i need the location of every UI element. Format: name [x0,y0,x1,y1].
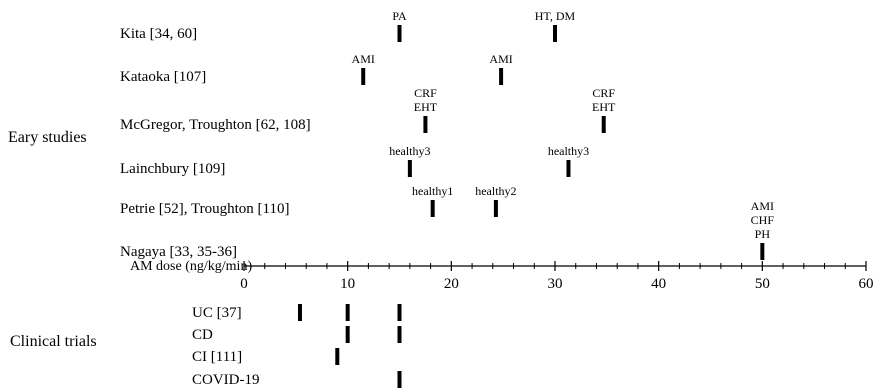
clinical-trial-row: UC [37] [192,304,402,321]
dose-annotation: EHT [592,100,616,114]
early-study-row: Petrie [52], Troughton [110] healthy1 heal… [120,184,517,217]
study-label: Kataoka [107] [120,69,206,85]
early-study-row: Kataoka [107] AMI AMI [120,52,513,85]
axis-tick-label: 60 [859,276,874,292]
clinical-trials-rows: UC [37] CD CI [111] COVID-19 [192,304,402,388]
dose-marker [423,116,428,133]
early-study-row: McGregor, Troughton [62, 108]CRFEHTCRFEH… [120,86,616,133]
dose-marker [361,68,366,85]
dose-marker [345,326,350,343]
early-studies-rows: Kita [34, 60] PA HT, DM Kataoka [107] AMI AMI… [120,9,774,260]
dose-marker [397,371,402,388]
dose-annotation: healthy3 [548,144,589,158]
axis-tick-label: 40 [651,276,666,292]
clinical-trial-row: CD [192,326,402,343]
axis-tick-label: 50 [755,276,770,292]
dose-annotation: AMI [489,52,512,66]
dose-marker [493,200,498,217]
trial-label: CD [192,327,213,343]
dose-annotation: EHT [414,100,438,114]
early-studies-group-label: Eary studies [8,129,87,146]
dose-annotation: AMI [751,199,774,213]
axis-tick-label: 20 [444,276,459,292]
dose-annotation: PH [755,227,771,241]
early-study-row: Lainchbury [109] healthy3 healthy3 [120,144,589,177]
axis-label: AM dose (ng/kg/min) [130,259,252,274]
study-label: Lainchbury [109] [120,161,225,177]
axis-ticks: 0 10 20 30 40 50 60 [240,261,874,292]
dose-annotation: CRF [592,86,615,100]
early-study-row: Kita [34, 60] PA HT, DM [120,9,576,42]
study-label: Nagaya [33, 35-36] [120,244,237,260]
dose-annotation: AMI [352,52,375,66]
clinical-trial-row: COVID-19 [192,371,402,388]
dose-annotation: CHF [751,213,775,227]
clinical-trials-group-label: Clinical trials [10,333,97,350]
trial-label: UC [37] [192,305,242,321]
trial-label: COVID-19 [192,372,260,388]
dose-annotation: HT, DM [535,9,576,23]
dose-marker [335,348,340,365]
dose-marker [760,243,765,260]
axis-tick-label: 30 [548,276,563,292]
dose-marker [345,304,350,321]
dose-marker [397,326,402,343]
study-label: Petrie [52], Troughton [110] [120,201,289,217]
axis-tick-label: 0 [240,276,248,292]
dose-annotation: healthy1 [412,184,453,198]
dose-annotation: PA [392,9,407,23]
dose-marker [407,160,412,177]
study-label: McGregor, Troughton [62, 108] [120,117,311,133]
dose-marker [566,160,571,177]
clinical-trial-row: CI [111] [192,348,340,365]
dose-annotation: healthy3 [389,144,430,158]
dose-annotation: CRF [414,86,437,100]
dose-marker [297,304,302,321]
axis-tick-label: 10 [340,276,355,292]
dose-annotation: healthy2 [475,184,516,198]
dose-marker [397,25,402,42]
dose-marker [430,200,435,217]
dose-marker [553,25,557,42]
study-label: Kita [34, 60] [120,26,197,42]
dose-marker [397,304,402,321]
dose-marker [499,68,504,85]
dose-marker [601,116,606,133]
trial-label: CI [111] [192,349,242,365]
